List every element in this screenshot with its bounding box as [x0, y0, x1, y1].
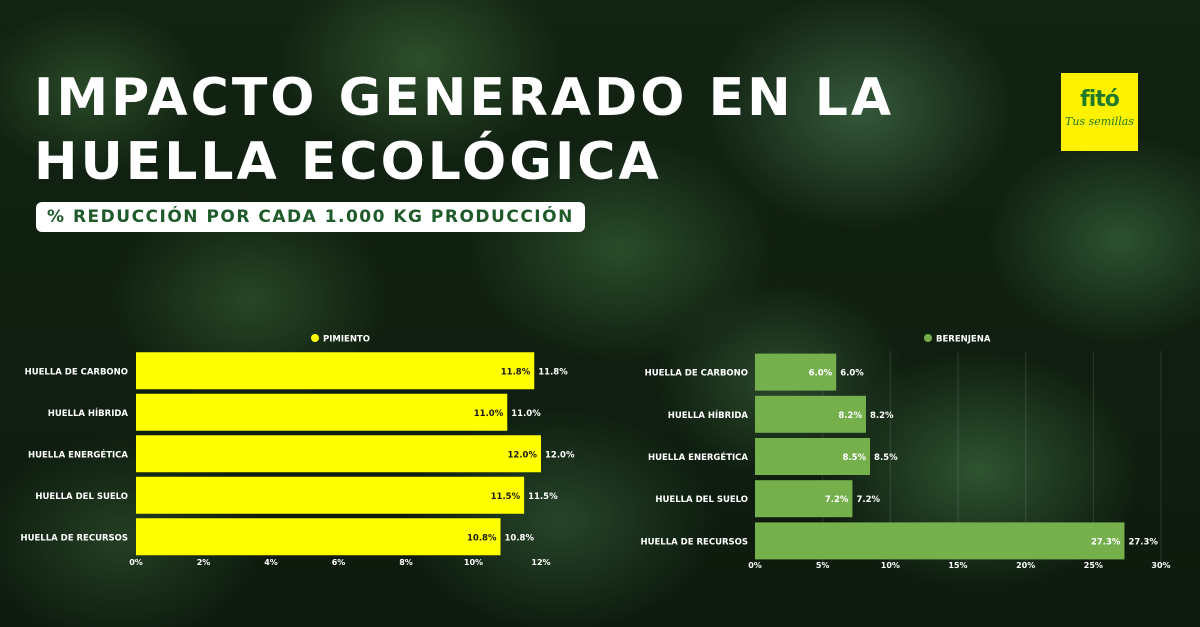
berenjena-bar-value-inside: 27.3% — [1091, 537, 1121, 547]
berenjena-bar — [755, 395, 866, 433]
pimiento-bar-value-inside: 11.5% — [491, 492, 521, 502]
berenjena-tick-label: 20% — [1016, 561, 1035, 570]
pimiento-bar-value-inside: 11.8% — [501, 367, 531, 377]
pimiento-tick-label: 6% — [332, 558, 346, 567]
pimiento-bar-value-outside: 11.5% — [528, 492, 558, 502]
pimiento-tick-label: 4% — [264, 558, 278, 567]
berenjena-bar-value-outside: 6.0% — [840, 369, 864, 379]
berenjena-bar — [755, 438, 871, 475]
pimiento-bar-value-inside: 11.0% — [474, 409, 504, 419]
pimiento-bar — [136, 352, 535, 390]
pimiento-tick-label: 2% — [197, 558, 211, 567]
pimiento-legend-label: PIMIENTO — [323, 335, 370, 345]
pimiento-category-label: HUELLA HÍBRIDA — [48, 407, 129, 419]
berenjena-bar — [755, 353, 837, 391]
logo-tagline: Tus semillas — [1065, 115, 1134, 128]
berenjena-legend-label: BERENJENA — [936, 335, 991, 345]
pimiento-bar-value-inside: 12.0% — [508, 450, 538, 460]
pimiento-category-label: HUELLA ENERGÉTICA — [28, 448, 128, 460]
berenjena-bar-value-inside: 8.2% — [838, 411, 862, 421]
berenjena-category-label: HUELLA HÍBRIDA — [668, 409, 749, 421]
pimiento-category-label: HUELLA DE CARBONO — [25, 367, 128, 377]
berenjena-bar-value-outside: 8.2% — [870, 411, 894, 421]
title-line-1: IMPACTO GENERADO EN LA — [34, 68, 895, 128]
pimiento-tick-label: 12% — [531, 558, 550, 567]
pimiento-category-label: HUELLA DEL SUELO — [35, 492, 128, 502]
pimiento-bar — [136, 393, 508, 431]
pimiento-bar — [136, 435, 541, 473]
page-title: IMPACTO GENERADO EN LA HUELLA ECOLÓGICA — [34, 66, 894, 194]
berenjena-tick-label: 30% — [1151, 561, 1170, 570]
berenjena-tick-label: 25% — [1084, 561, 1103, 570]
berenjena-tick-label: 5% — [816, 561, 830, 570]
berenjena-tick-label: 15% — [948, 561, 967, 570]
pimiento-bar-value-outside: 10.8% — [505, 533, 535, 543]
pimiento-tick-label: 0% — [129, 558, 143, 567]
berenjena-category-label: HUELLA DE RECURSOS — [640, 537, 748, 547]
berenjena-bar-value-inside: 8.5% — [842, 453, 866, 463]
pimiento-bar-value-inside: 10.8% — [467, 533, 497, 543]
pimiento-tick-label: 10% — [464, 558, 483, 567]
berenjena-bar-value-inside: 7.2% — [825, 495, 849, 505]
berenjena-category-label: HUELLA DE CARBONO — [645, 369, 748, 379]
berenjena-bar-value-inside: 6.0% — [809, 369, 833, 379]
title-line-2: HUELLA ECOLÓGICA — [34, 132, 662, 192]
pimiento-bar-value-outside: 12.0% — [545, 450, 575, 460]
berenjena-bar-value-outside: 27.3% — [1128, 537, 1158, 547]
berenjena-category-label: HUELLA DEL SUELO — [655, 495, 748, 505]
berenjena-bar-value-outside: 7.2% — [856, 495, 880, 505]
pimiento-bar — [136, 476, 525, 514]
berenjena-bar — [755, 522, 1125, 560]
berenjena-bar-value-outside: 8.5% — [874, 453, 898, 463]
berenjena-legend-swatch — [924, 334, 932, 342]
fito-logo: fitó Tus semillas — [1061, 73, 1138, 151]
berenjena-bar — [755, 480, 853, 518]
pimiento-category-label: HUELLA DE RECURSOS — [20, 533, 128, 543]
berenjena-category-label: HUELLA ENERGÉTICA — [648, 451, 748, 463]
pimiento-bar — [136, 518, 501, 556]
logo-wordmark: fitó — [1080, 87, 1120, 112]
berenjena-tick-label: 0% — [748, 561, 762, 570]
pimiento-bar-value-outside: 11.0% — [511, 409, 541, 419]
pimiento-legend-swatch — [311, 334, 319, 342]
berenjena-tick-label: 10% — [881, 561, 900, 570]
pimiento-tick-label: 8% — [399, 558, 413, 567]
subtitle-badge: % REDUCCIÓN POR CADA 1.000 KG PRODUCCIÓN — [36, 202, 585, 232]
pimiento-bar-value-outside: 11.8% — [538, 367, 568, 377]
